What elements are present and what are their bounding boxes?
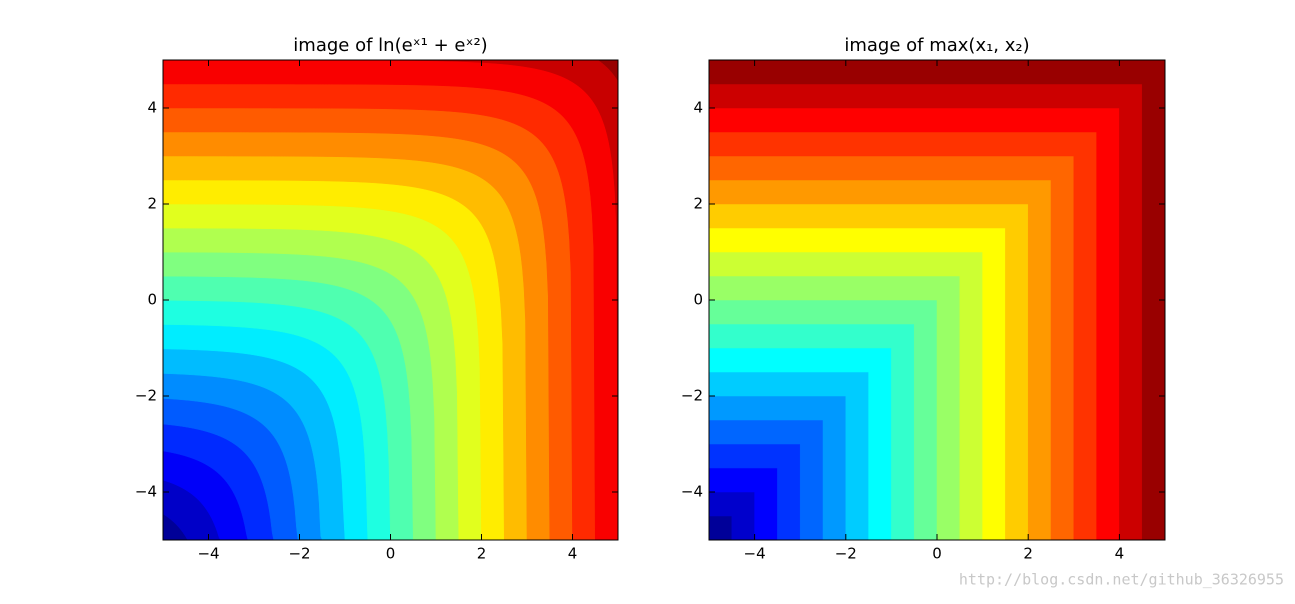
y-tick-label: 0: [147, 291, 157, 309]
x-tick-label: −2: [835, 545, 857, 563]
chart-title: image of max(x₁, x₂): [844, 35, 1029, 56]
watermark: http://blog.csdn.net/github_36326955: [959, 571, 1284, 589]
x-tick-label: 0: [932, 545, 942, 563]
contour-band: [163, 60, 618, 540]
y-tick-label: 4: [693, 99, 703, 117]
chart-title: image of ln(eˣ¹ + eˣ²): [293, 35, 487, 56]
x-tick-label: −2: [288, 545, 310, 563]
x-tick-label: −4: [744, 545, 766, 563]
x-tick-label: 2: [477, 545, 487, 563]
y-tick-label: 2: [693, 195, 703, 213]
plot-area: [163, 60, 618, 540]
x-tick-label: 4: [568, 545, 578, 563]
x-tick-label: 2: [1023, 545, 1033, 563]
x-tick-label: −4: [197, 545, 219, 563]
contour-band: [709, 60, 1165, 540]
y-tick-label: 2: [147, 195, 157, 213]
plot-area: [709, 60, 1165, 540]
y-tick-label: −4: [681, 483, 703, 501]
contour-band: [709, 60, 1165, 540]
contour-band: [709, 60, 1165, 540]
y-tick-label: 0: [693, 291, 703, 309]
contour-band: [163, 60, 618, 540]
x-tick-label: 4: [1115, 545, 1125, 563]
y-tick-label: −2: [135, 387, 157, 405]
y-tick-label: −2: [681, 387, 703, 405]
x-tick-label: 0: [386, 545, 396, 563]
y-tick-label: −4: [135, 483, 157, 501]
y-tick-label: 4: [147, 99, 157, 117]
